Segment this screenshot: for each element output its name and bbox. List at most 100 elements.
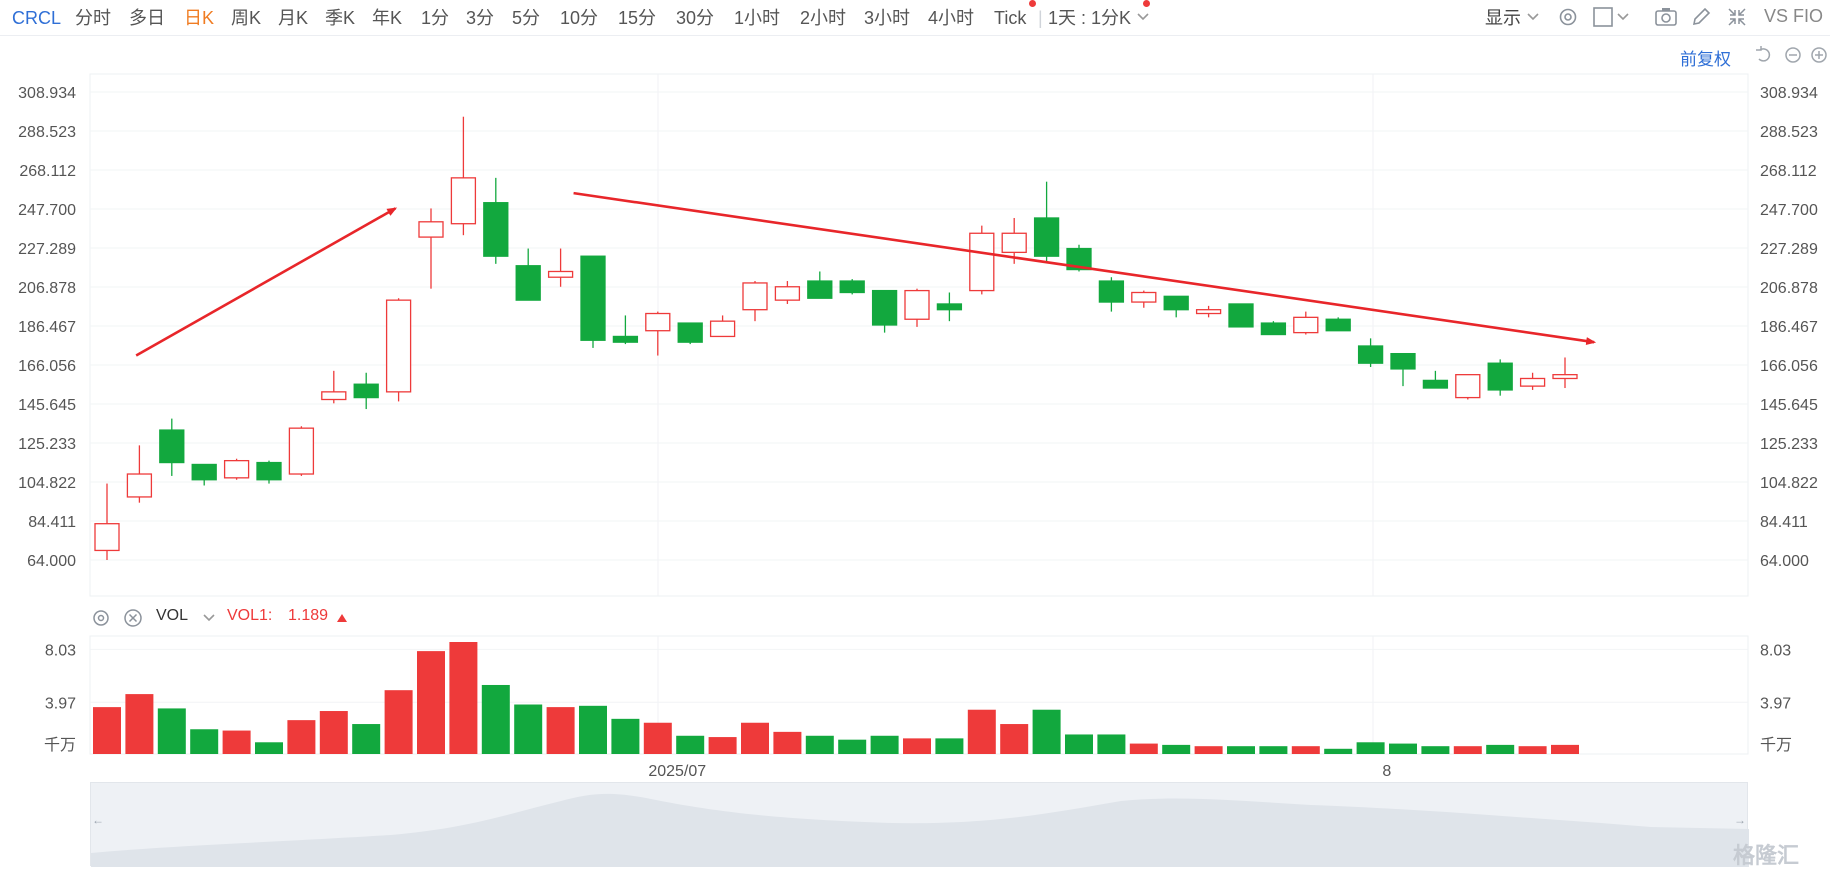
- zoom-in-icon[interactable]: [1809, 45, 1829, 65]
- tab-weekly-k[interactable]: 周K: [231, 8, 262, 28]
- volume-bar: [1389, 743, 1417, 754]
- volume-tick-label: 8.03: [45, 642, 76, 659]
- volume-indicator-name[interactable]: VOL: [156, 607, 189, 624]
- tab-yearly-k[interactable]: 年K: [372, 8, 403, 28]
- candle-body: [159, 429, 185, 464]
- display-menu[interactable]: 显示: [1485, 8, 1521, 28]
- price-tick-label: 104.822: [1760, 475, 1818, 492]
- volume-bar: [287, 720, 316, 754]
- candle: [1519, 372, 1546, 390]
- symbol-label[interactable]: CRCL: [12, 8, 62, 28]
- date-tick-label: 8: [1382, 763, 1391, 780]
- candle-body: [742, 282, 768, 311]
- tab-tick[interactable]: Tick: [994, 8, 1027, 28]
- candle: [159, 418, 185, 476]
- price-tick-label: 268.112: [1760, 163, 1817, 180]
- gear-icon[interactable]: [91, 608, 111, 628]
- triangle-up-icon: [337, 614, 347, 622]
- tab-2hour[interactable]: 2小时: [800, 8, 847, 28]
- tab-1min[interactable]: 1分: [421, 8, 450, 28]
- candle-body: [256, 461, 282, 481]
- pencil-icon[interactable]: [1690, 6, 1712, 28]
- volume-bar: [449, 642, 478, 754]
- overview-navigator[interactable]: ← →: [90, 782, 1749, 867]
- price-axis-right: 308.934 288.523 268.112 247.700 227.289 206.8…: [1760, 85, 1818, 570]
- chevron-down-icon[interactable]: [1136, 10, 1150, 24]
- candle-body: [126, 473, 153, 498]
- candle: [418, 208, 444, 289]
- volume-bars: [93, 642, 1579, 754]
- candle: [1455, 374, 1481, 400]
- price-grid: [90, 91, 1748, 561]
- candle: [1098, 277, 1125, 312]
- volume-bar: [352, 724, 381, 754]
- candle: [1422, 370, 1449, 389]
- candle: [969, 225, 995, 295]
- tick-notice-dot: [1029, 0, 1036, 7]
- volume-bar: [1032, 709, 1061, 754]
- candle-body: [807, 280, 833, 299]
- tab-daily-k[interactable]: 日K: [184, 8, 215, 28]
- collapse-arrows-icon[interactable]: [1726, 6, 1748, 28]
- tab-5min[interactable]: 5分: [512, 8, 541, 28]
- chevron-down-icon[interactable]: [1526, 10, 1540, 24]
- volume-bar: [514, 704, 543, 754]
- price-tick-label: 206.878: [18, 280, 76, 297]
- candle-body: [1487, 362, 1513, 391]
- tab-15min[interactable]: 15分: [618, 8, 657, 28]
- tab-3min[interactable]: 3分: [466, 8, 495, 28]
- toolbar-divider: |: [1038, 8, 1043, 28]
- candle: [1033, 181, 1060, 262]
- price-tick-label: 64.000: [1760, 553, 1809, 570]
- overview-left-handle[interactable]: ←: [92, 813, 104, 827]
- tab-3hour[interactable]: 3小时: [864, 8, 911, 28]
- candle-body: [580, 255, 606, 341]
- volume-axis-left: 8.03 3.97 千万: [44, 642, 76, 754]
- tab-monthly-k[interactable]: 月K: [278, 8, 309, 28]
- tab-1hour[interactable]: 1小时: [734, 8, 781, 28]
- volume-bar: [125, 694, 154, 754]
- volume-bar: [805, 735, 834, 754]
- gear-icon[interactable]: [1556, 5, 1580, 29]
- volume-bar: [1486, 744, 1515, 754]
- interval-select[interactable]: 1天 : 1分K: [1048, 8, 1132, 28]
- layout-square-icon[interactable]: [1592, 6, 1614, 28]
- chevron-down-icon[interactable]: [202, 611, 216, 625]
- chevron-down-icon[interactable]: [1616, 10, 1630, 24]
- undo-icon[interactable]: [1754, 45, 1774, 65]
- tab-quarterly-k[interactable]: 季K: [325, 8, 356, 28]
- period-toolbar: CRCL 分时 多日 日K 周K 月K 季K 年K 1分 3分 5分 10分 1…: [0, 0, 1830, 36]
- price-tick-label: 125.233: [18, 436, 76, 453]
- volume-bar: [935, 738, 964, 754]
- candle: [1228, 303, 1254, 328]
- close-icon[interactable]: [123, 608, 143, 628]
- candle-body: [709, 320, 736, 338]
- candle: [1325, 317, 1351, 332]
- tab-4hour[interactable]: 4小时: [928, 8, 975, 28]
- compare-button[interactable]: VS FIO: [1764, 6, 1824, 26]
- volume-bar: [870, 735, 899, 754]
- candle: [1357, 338, 1384, 368]
- tab-10min[interactable]: 10分: [560, 8, 599, 28]
- price-tick-label: 186.467: [18, 319, 76, 336]
- candle-body: [1260, 322, 1287, 336]
- volume-bar: [741, 722, 769, 754]
- volume-bar: [190, 729, 219, 754]
- tab-intraday[interactable]: 分时: [75, 8, 111, 28]
- adjust-price-mode[interactable]: 前复权: [1680, 50, 1731, 69]
- date-axis: 2025/07 8: [648, 763, 1391, 780]
- volume-bar: [255, 742, 283, 754]
- camera-icon[interactable]: [1654, 6, 1678, 28]
- candle: [450, 116, 477, 236]
- candle: [288, 426, 315, 476]
- tab-multiday[interactable]: 多日: [129, 8, 165, 28]
- candle-body: [1455, 374, 1481, 399]
- volume-bar: [481, 684, 510, 754]
- candle: [547, 248, 574, 287]
- tab-30min[interactable]: 30分: [676, 8, 715, 28]
- overview-right-handle[interactable]: →: [1734, 813, 1746, 827]
- price-tick-label: 227.289: [1760, 241, 1818, 258]
- candle: [677, 322, 703, 345]
- zoom-out-icon[interactable]: [1783, 45, 1803, 65]
